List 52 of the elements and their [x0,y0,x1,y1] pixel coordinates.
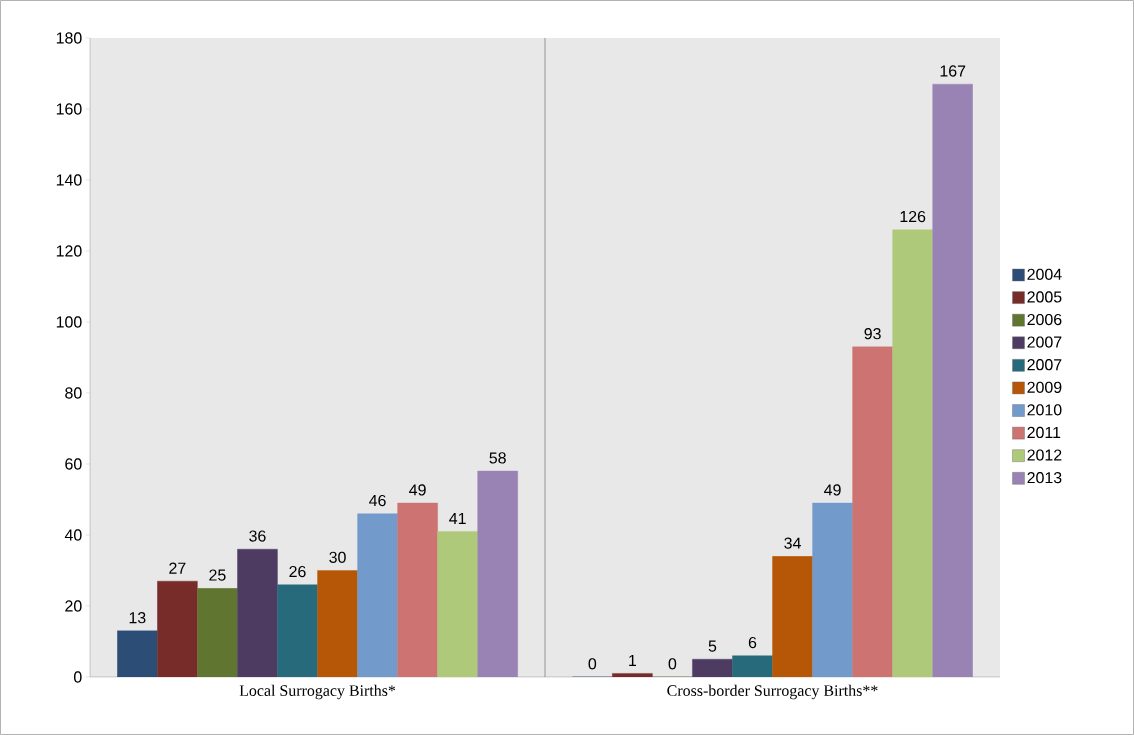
y-tick-label: 80 [65,387,82,399]
data-label: 13 [129,612,146,624]
legend-label: 2012 [1027,449,1062,461]
bar [852,346,893,677]
y-tick-label: 100 [56,316,82,328]
y-tick-label: 160 [56,103,82,115]
bar [772,556,813,677]
data-label: 34 [784,537,801,549]
data-label: 41 [449,512,466,524]
y-tick-label: 40 [64,529,82,541]
data-label: 6 [748,636,757,649]
y-tick-label: 140 [56,174,82,186]
bar [277,584,318,677]
y-tick-label: 180 [56,32,82,44]
data-label: 0 [588,658,597,670]
legend-label: 2004 [1027,268,1062,280]
bar [732,655,773,677]
data-label: 0 [668,658,677,670]
data-label: 93 [864,328,881,340]
data-label: 167 [940,65,966,77]
y-tick-label: 60 [65,458,82,470]
data-label: 126 [900,210,926,223]
legend-label: 2007 [1027,336,1062,348]
data-label: 5 [708,640,717,652]
legend-label: 2013 [1027,471,1062,484]
bar [117,630,158,677]
legend-label: 2007 [1027,359,1062,371]
x-tick-label: Cross-border Surrogacy Births** [667,684,878,700]
legend-label: 2006 [1027,313,1062,326]
bar [197,588,238,677]
bar [397,502,438,677]
bar [317,570,358,677]
x-tick-label: Local Surrogacy Births* [239,684,396,700]
data-label: 49 [409,484,426,496]
bar [892,229,933,677]
legend-label: 2011 [1027,426,1061,439]
data-label: 36 [249,530,266,542]
bar [437,531,478,677]
legend-label: 2009 [1027,381,1062,393]
y-tick-label: 20 [65,600,82,612]
data-label: 26 [289,565,306,578]
legend-label: 2010 [1027,404,1062,416]
legend-label: 2005 [1027,291,1062,303]
data-label: 30 [329,551,346,563]
y-tick-label: 0 [74,671,82,683]
data-label: 58 [489,452,506,464]
data-label: 25 [209,569,226,581]
data-label: 46 [369,494,386,507]
data-label: 49 [824,484,841,496]
data-label: 1 [629,654,637,666]
data-label: 27 [169,562,186,574]
y-tick-label: 120 [56,245,82,257]
